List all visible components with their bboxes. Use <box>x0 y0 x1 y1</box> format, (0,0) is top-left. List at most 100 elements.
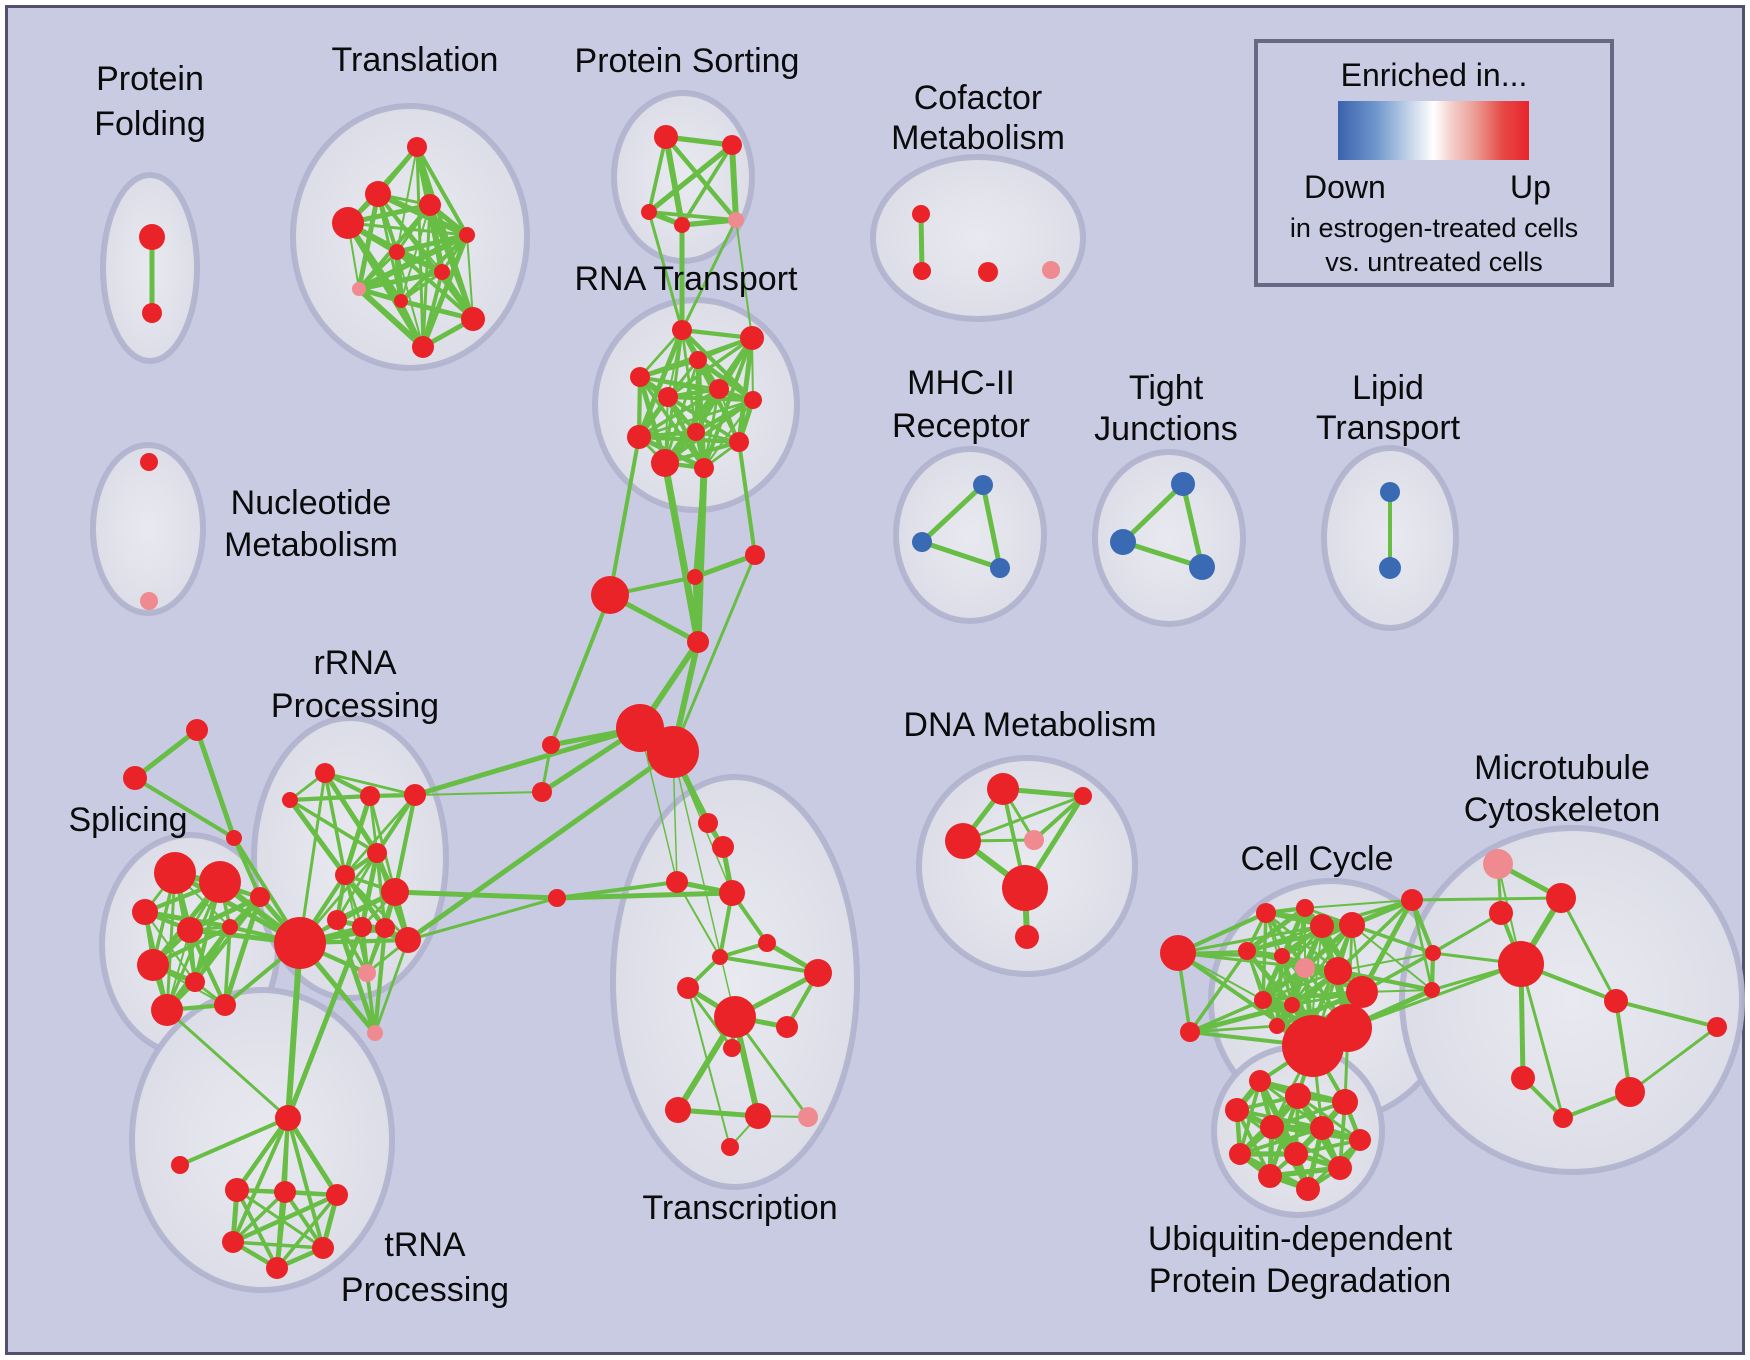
node-u2[interactable] <box>1285 1083 1311 1109</box>
node-rr6[interactable] <box>327 910 347 930</box>
node-h5[interactable] <box>266 1257 288 1279</box>
node-sp4[interactable] <box>177 917 203 943</box>
node-tr8[interactable] <box>804 959 832 987</box>
node-sp8[interactable] <box>185 972 205 992</box>
node-ps3[interactable] <box>641 204 657 220</box>
node-c20[interactable] <box>1424 982 1440 998</box>
node-r6[interactable] <box>658 387 678 407</box>
node-t1[interactable] <box>407 137 427 157</box>
node-tr11[interactable] <box>776 1016 798 1038</box>
node-ps1[interactable] <box>654 125 678 149</box>
node-tr5[interactable] <box>548 889 566 907</box>
node-cm2[interactable] <box>913 262 931 280</box>
node-r3[interactable] <box>630 367 650 387</box>
node-l1[interactable] <box>542 736 560 754</box>
node-c11[interactable] <box>1254 991 1272 1009</box>
node-rr12[interactable] <box>395 927 421 953</box>
node-t2[interactable] <box>365 181 391 207</box>
node-d3[interactable] <box>945 823 981 859</box>
node-c1[interactable] <box>1160 935 1196 971</box>
node-mt5[interactable] <box>1604 989 1628 1013</box>
node-mt6[interactable] <box>1511 1066 1535 1090</box>
node-ps4[interactable] <box>674 217 690 233</box>
node-r1[interactable] <box>672 320 692 340</box>
node-lt1[interactable] <box>1380 482 1400 502</box>
node-c18[interactable] <box>1401 889 1423 911</box>
node-sp7[interactable] <box>250 887 270 907</box>
node-t3[interactable] <box>332 207 364 239</box>
node-tr12[interactable] <box>723 1039 741 1057</box>
node-st3[interactable] <box>226 830 242 846</box>
node-nm2[interactable] <box>140 592 158 610</box>
node-tj1[interactable] <box>1171 472 1195 496</box>
node-rr9[interactable] <box>381 878 409 906</box>
node-h4[interactable] <box>222 1231 244 1253</box>
node-mt1[interactable] <box>1483 849 1513 879</box>
node-u12[interactable] <box>1296 1177 1320 1201</box>
node-d2[interactable] <box>1074 787 1092 805</box>
node-t6[interactable] <box>389 244 405 260</box>
node-c8[interactable] <box>1295 958 1315 978</box>
node-u6[interactable] <box>1310 1116 1334 1140</box>
node-d1[interactable] <box>987 773 1019 805</box>
node-tr10[interactable] <box>714 996 756 1038</box>
node-h2[interactable] <box>274 1181 296 1203</box>
node-rr14[interactable] <box>367 1025 383 1041</box>
node-pf2[interactable] <box>142 303 162 323</box>
node-sp1[interactable] <box>154 852 196 894</box>
node-rr5[interactable] <box>335 865 355 885</box>
node-ps2[interactable] <box>722 135 742 155</box>
node-tr3[interactable] <box>666 871 688 893</box>
node-u3[interactable] <box>1332 1089 1358 1115</box>
node-rr7[interactable] <box>352 917 372 937</box>
node-c17[interactable] <box>1324 1004 1372 1052</box>
node-rr1[interactable] <box>315 763 335 783</box>
node-rr2[interactable] <box>360 786 380 806</box>
node-c13[interactable] <box>1269 1018 1285 1034</box>
node-c7[interactable] <box>1274 948 1290 964</box>
node-tr15[interactable] <box>798 1107 818 1127</box>
node-tj3[interactable] <box>1189 554 1215 580</box>
node-mt9[interactable] <box>1707 1017 1727 1037</box>
node-r4[interactable] <box>689 351 707 369</box>
node-tr16[interactable] <box>721 1138 739 1156</box>
node-u4[interactable] <box>1225 1098 1249 1122</box>
node-l2[interactable] <box>532 782 552 802</box>
node-x1[interactable] <box>591 576 629 614</box>
node-st1[interactable] <box>186 719 208 741</box>
node-h6[interactable] <box>312 1237 334 1259</box>
node-mt7[interactable] <box>1553 1108 1573 1128</box>
node-st2[interactable] <box>123 766 147 790</box>
node-t4[interactable] <box>419 194 441 216</box>
node-d6[interactable] <box>1015 925 1039 949</box>
node-c5[interactable] <box>1339 912 1365 938</box>
node-x2[interactable] <box>687 569 703 585</box>
node-tr7[interactable] <box>758 934 776 952</box>
node-rr8[interactable] <box>375 918 395 938</box>
node-r8[interactable] <box>687 423 705 441</box>
node-tr4[interactable] <box>719 880 745 906</box>
node-t8[interactable] <box>352 282 366 296</box>
node-r7[interactable] <box>744 391 762 409</box>
node-u9[interactable] <box>1284 1142 1308 1166</box>
node-h3[interactable] <box>326 1184 348 1206</box>
node-d4[interactable] <box>1024 830 1044 850</box>
node-t5[interactable] <box>459 227 475 243</box>
node-c4[interactable] <box>1310 914 1334 938</box>
node-x3[interactable] <box>745 545 765 565</box>
node-r11[interactable] <box>651 449 679 477</box>
node-mt8[interactable] <box>1615 1077 1645 1107</box>
node-h1[interactable] <box>225 1178 249 1202</box>
node-x4[interactable] <box>687 631 709 653</box>
node-r5[interactable] <box>709 379 729 399</box>
node-ps5[interactable] <box>728 212 744 228</box>
node-u11[interactable] <box>1258 1164 1282 1188</box>
node-tr9[interactable] <box>677 977 699 999</box>
node-sp2[interactable] <box>199 861 241 903</box>
node-t7[interactable] <box>434 264 450 280</box>
node-tr2[interactable] <box>712 836 734 858</box>
node-rr4[interactable] <box>367 843 387 863</box>
node-pf1[interactable] <box>139 224 165 250</box>
node-tr1[interactable] <box>698 813 718 833</box>
node-mt2[interactable] <box>1546 883 1576 913</box>
